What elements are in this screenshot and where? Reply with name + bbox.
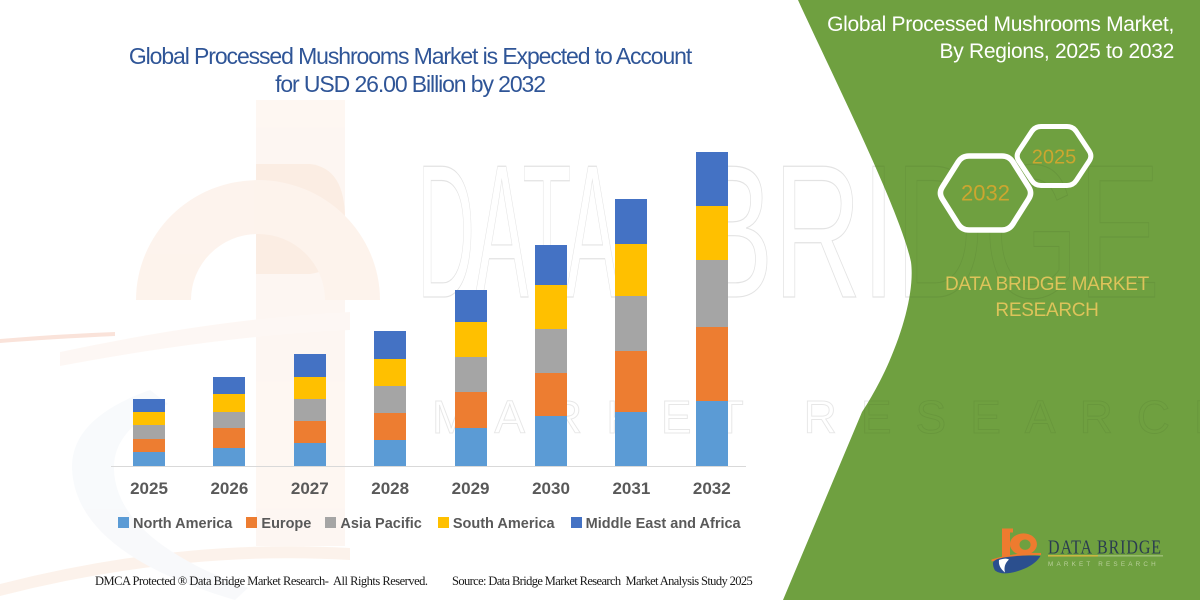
svg-text:DATA BRIDGE: DATA BRIDGE [1048,536,1162,558]
svg-text:DATA: DATA [417,126,619,338]
svg-text:MARKET RESEARCH: MARKET RESEARCH [1048,561,1159,568]
svg-text:2025: 2025 [1032,147,1077,169]
svg-text:2032: 2032 [961,181,1010,206]
svg-text:DATA: DATA [417,126,619,338]
